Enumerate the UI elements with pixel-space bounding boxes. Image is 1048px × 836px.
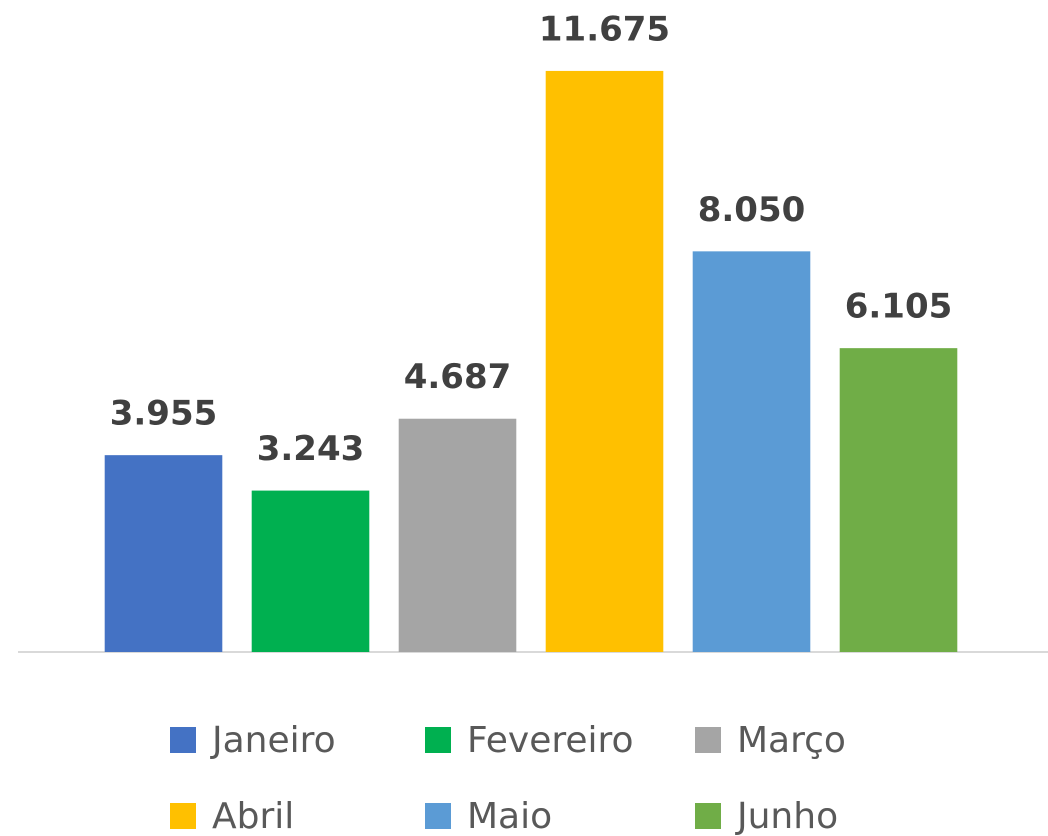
bar bbox=[104, 455, 223, 652]
bar bbox=[545, 70, 664, 653]
bar bbox=[839, 348, 958, 652]
value-label: 3.955 bbox=[110, 394, 218, 434]
legend-label: Abril bbox=[212, 796, 294, 836]
value-label: 6.105 bbox=[845, 287, 953, 327]
legend-label: Março bbox=[737, 720, 846, 761]
legend-swatch bbox=[695, 803, 721, 829]
legend-label: Maio bbox=[467, 796, 552, 836]
bar bbox=[251, 490, 370, 652]
value-label: 8.050 bbox=[698, 190, 806, 230]
legend-swatch bbox=[170, 727, 196, 753]
value-label: 11.675 bbox=[539, 9, 670, 49]
legend-label: Janeiro bbox=[210, 720, 336, 761]
legend-swatch bbox=[425, 803, 451, 829]
bar bbox=[692, 251, 811, 652]
legend-label: Junho bbox=[735, 796, 838, 836]
value-label: 4.687 bbox=[404, 357, 512, 397]
legend-swatch bbox=[170, 803, 196, 829]
legend-swatch bbox=[425, 727, 451, 753]
legend-swatch bbox=[695, 727, 721, 753]
value-label: 3.243 bbox=[257, 429, 365, 469]
bar bbox=[398, 418, 517, 652]
legend-label: Fevereiro bbox=[467, 720, 634, 761]
